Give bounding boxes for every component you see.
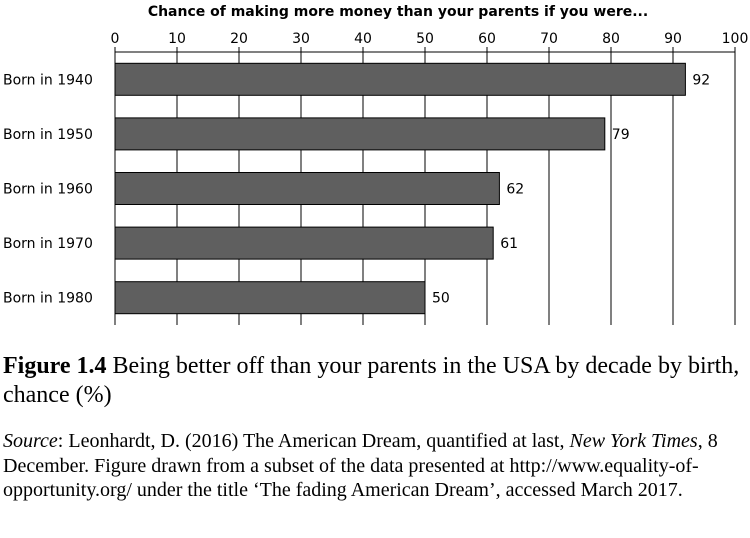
- source-label: Source: [3, 430, 58, 452]
- data-label: 61: [500, 236, 518, 252]
- category-labels: Born in 1940 Born in 1950 Born in 1960 Born…: [3, 72, 93, 306]
- x-tick-label: 30: [292, 31, 310, 47]
- source-text-1: : Leonhardt, D. (2016) The American Drea…: [57, 430, 570, 452]
- bar-chart: Chance of making more money than your pa…: [3, 4, 749, 325]
- chart-title: Chance of making more money than your pa…: [148, 4, 648, 20]
- source-text-2: , 8 December. Figure drawn from a subset…: [3, 430, 718, 501]
- bars: 92 79 62 61 50: [114, 62, 710, 315]
- x-tick-label: 20: [230, 31, 248, 47]
- x-tick-label: 10: [168, 31, 186, 47]
- data-label: 79: [612, 127, 630, 143]
- source-note: Source: Leonhardt, D. (2016) The America…: [3, 429, 743, 503]
- x-tick-label: 70: [540, 31, 558, 47]
- figure-caption-text: Being better off than your parents in th…: [3, 353, 740, 408]
- data-label: 50: [432, 291, 450, 307]
- figure-caption: Figure 1.4 Being better off than your pa…: [3, 352, 743, 410]
- y-category-label: Born in 1960: [3, 182, 93, 198]
- x-axis-ticks: 0 10 20 30 40 50 60 70 80 90 100: [111, 31, 749, 47]
- bar: [114, 117, 606, 151]
- x-tick-label: 80: [602, 31, 620, 47]
- data-label: 92: [692, 72, 710, 88]
- x-tick-label: 100: [722, 31, 749, 47]
- source-publication: New York Times: [569, 430, 698, 452]
- x-tick-label: 50: [416, 31, 434, 47]
- y-category-label: Born in 1950: [3, 127, 93, 143]
- figure-label: Figure 1.4: [3, 353, 107, 379]
- y-category-label: Born in 1980: [3, 291, 93, 307]
- x-tick-label: 90: [664, 31, 682, 47]
- x-tick-label: 40: [354, 31, 372, 47]
- bar: [114, 226, 494, 260]
- bar: [114, 62, 686, 96]
- bar: [114, 172, 500, 205]
- y-category-label: Born in 1940: [3, 72, 93, 88]
- x-tick-label: 60: [478, 31, 496, 47]
- bar: [114, 281, 426, 315]
- data-label: 62: [506, 182, 524, 198]
- x-tick-label: 0: [111, 31, 120, 47]
- y-category-label: Born in 1970: [3, 236, 93, 252]
